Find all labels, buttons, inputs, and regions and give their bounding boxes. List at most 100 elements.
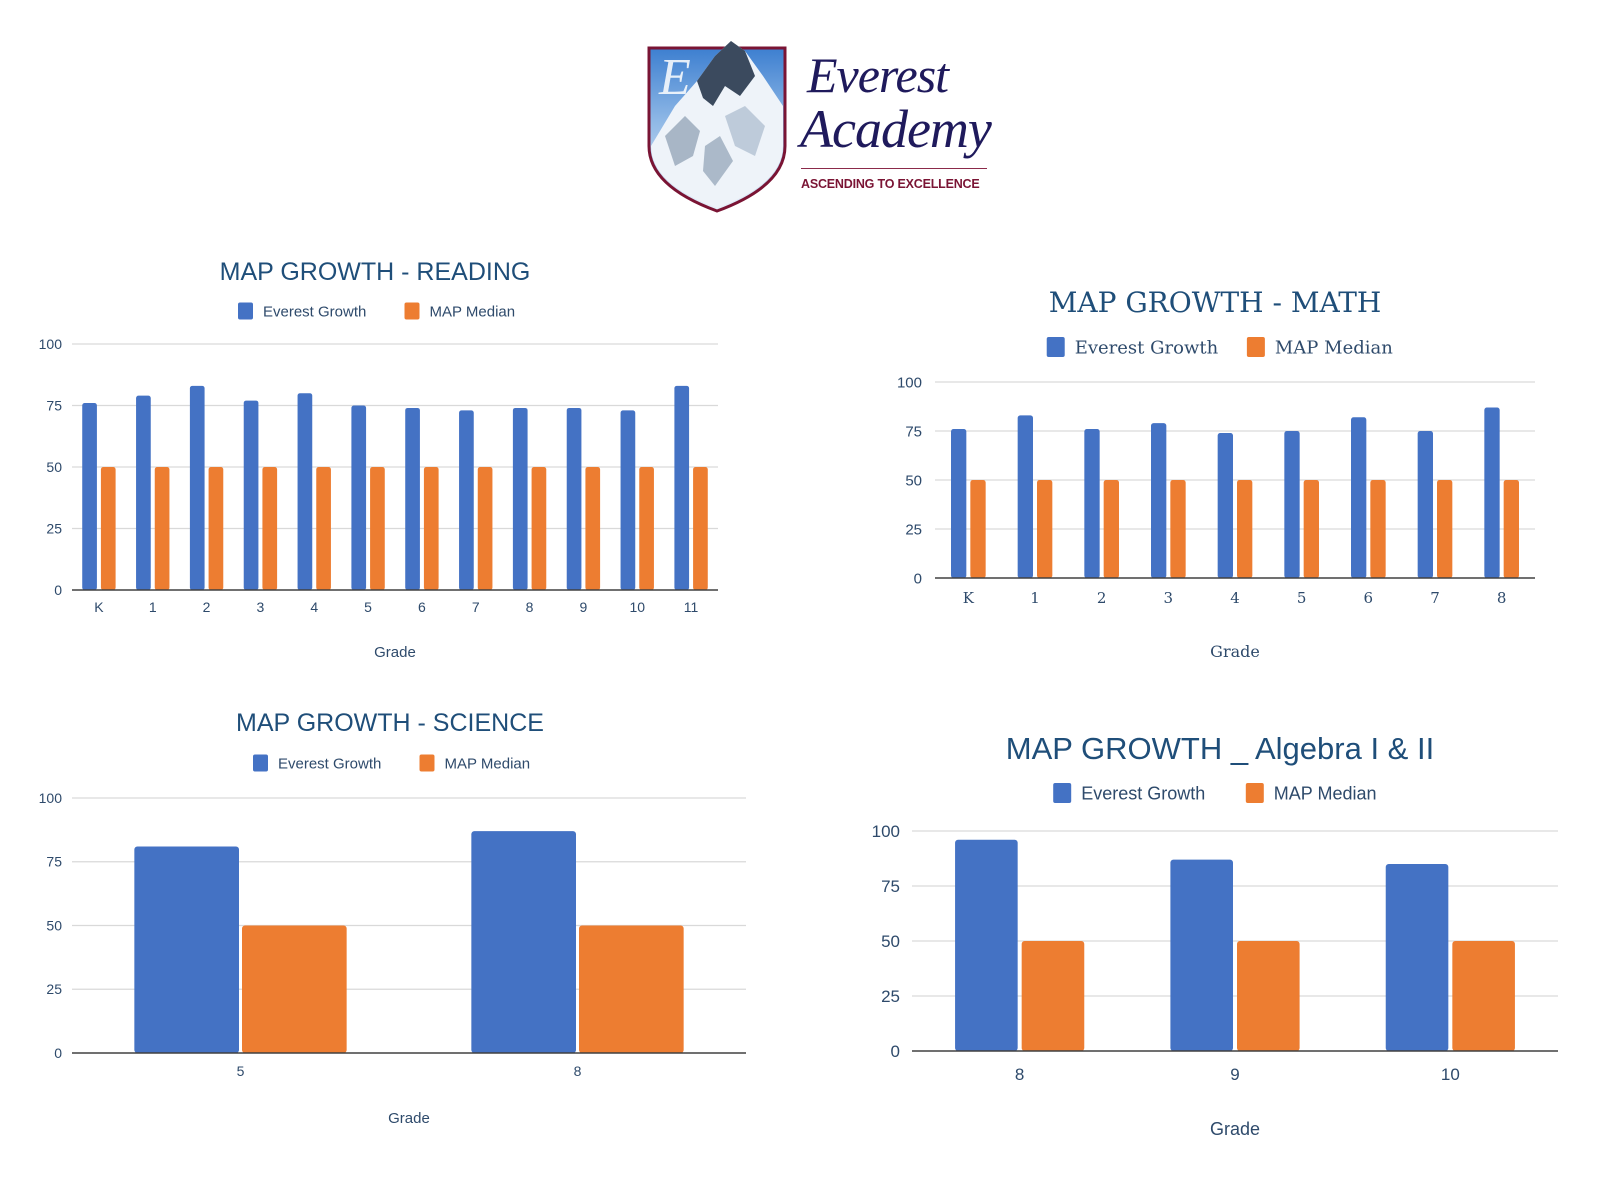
bar-map-median-grade-8: [1503, 480, 1519, 578]
chart-algebra: MAP GROWTH _ Algebra I & II Everest Growt…: [872, 731, 1558, 1139]
x-tick-label: 1: [1030, 589, 1040, 607]
y-tick-label: 0: [914, 570, 922, 587]
chart-reading: MAP GROWTH - READING Everest Growth MAP Me…: [39, 258, 718, 661]
x-tick-label: 2: [203, 599, 211, 615]
bar-everest-growth-grade-K: [82, 403, 97, 590]
y-tick-label: 0: [54, 1045, 62, 1061]
bar-everest-growth-grade-4: [297, 393, 313, 590]
x-tick-label: 10: [1441, 1065, 1460, 1084]
x-tick-label: 10: [629, 599, 645, 615]
y-tick-label: 25: [881, 987, 900, 1006]
y-tick-label: 100: [39, 336, 63, 352]
legend-swatch-everest-growth: [1053, 783, 1072, 803]
bar-map-median-grade-10: [639, 467, 654, 590]
x-tick-label: 2: [1097, 589, 1107, 607]
x-tick-label: 1: [149, 599, 157, 615]
chart-math: MAP GROWTH - MATH Everest Growth MAP Media…: [897, 286, 1535, 661]
x-tick-label: K: [94, 599, 104, 615]
bar-everest-growth-grade-1: [136, 395, 151, 590]
y-tick-label: 75: [881, 877, 900, 896]
x-tick-label: 8: [1497, 589, 1507, 607]
bar-everest-growth-grade-2: [189, 385, 205, 590]
y-tick-label: 50: [905, 472, 922, 489]
x-tick-label: 8: [526, 599, 534, 615]
legend-label: Everest Growth: [1081, 783, 1205, 803]
y-tick-label: 100: [872, 822, 900, 841]
bar-map-median-grade-1: [1037, 480, 1053, 578]
x-axis-title: Grade: [1210, 642, 1260, 661]
bar-everest-growth-grade-6: [405, 407, 420, 590]
y-tick-label: 75: [46, 854, 62, 870]
legend-label: Everest Growth: [263, 303, 366, 320]
bar-everest-growth-grade-8: [955, 839, 1018, 1051]
legend-swatch-everest-growth: [238, 302, 253, 320]
bar-everest-growth-grade-7: [1417, 431, 1433, 578]
x-tick-label: 9: [1230, 1065, 1239, 1084]
school-logo: E Everest Academy ASCENDING TO EXCELLENC…: [645, 36, 1005, 216]
y-tick-label: 50: [46, 459, 62, 475]
bar-map-median-grade-3: [262, 467, 278, 590]
bar-everest-growth-grade-8: [512, 407, 528, 590]
bar-map-median-grade-2: [1103, 480, 1119, 578]
y-tick-label: 0: [54, 582, 62, 598]
legend-swatch-everest-growth: [253, 754, 268, 772]
bar-map-median-grade-7: [1437, 480, 1453, 578]
bar-map-median-grade-9: [585, 467, 601, 590]
bar-map-median-grade-4: [316, 467, 331, 590]
bar-everest-growth-grade-1: [1017, 415, 1033, 578]
bar-everest-growth-grade-8: [1484, 407, 1500, 578]
bar-everest-growth-grade-5: [351, 405, 367, 590]
y-tick-label: 75: [905, 423, 922, 440]
bar-everest-growth-grade-5: [134, 846, 239, 1053]
logo-divider: [801, 168, 987, 169]
x-tick-label: 4: [1230, 589, 1240, 607]
bar-map-median-grade-10: [1452, 941, 1515, 1051]
legend-label: MAP Median: [1274, 783, 1377, 803]
chart-title: MAP GROWTH _ Algebra I & II: [1006, 731, 1434, 766]
x-tick-label: 4: [310, 599, 318, 615]
chart-legend: Everest Growth MAP Median: [253, 754, 530, 772]
legend-label: MAP Median: [430, 303, 516, 320]
x-tick-label: 6: [1364, 589, 1374, 607]
bar-everest-growth-grade-3: [243, 400, 259, 590]
x-tick-label: 5: [237, 1063, 245, 1079]
x-tick-label: 5: [1297, 589, 1307, 607]
y-tick-label: 50: [46, 917, 62, 933]
bar-everest-growth-grade-11: [674, 385, 690, 590]
mountain-shield-icon: E: [647, 41, 787, 213]
bar-everest-growth-grade-10: [1385, 864, 1449, 1051]
svg-text:E: E: [658, 49, 691, 106]
bar-everest-growth-grade-4: [1217, 432, 1233, 578]
bar-map-median-grade-1: [154, 467, 170, 590]
x-axis-title: Grade: [374, 644, 416, 661]
x-tick-label: 8: [1015, 1065, 1024, 1084]
chart-science: MAP GROWTH - SCIENCE Everest Growth MAP Me…: [39, 709, 746, 1127]
bar-everest-growth-grade-8: [471, 831, 576, 1053]
legend-label: MAP Median: [1275, 337, 1393, 358]
bar-everest-growth-grade-7: [459, 410, 474, 590]
bar-everest-growth-grade-10: [620, 410, 636, 590]
bar-everest-growth-grade-2: [1084, 429, 1100, 578]
y-tick-label: 25: [46, 520, 62, 536]
bar-map-median-grade-5: [370, 467, 385, 590]
bar-map-median-grade-2: [208, 467, 224, 590]
x-tick-label: 5: [364, 599, 372, 615]
x-axis-title: Grade: [1210, 1119, 1260, 1139]
y-tick-label: 25: [46, 981, 62, 997]
x-tick-label: 3: [1164, 589, 1174, 607]
x-tick-label: 3: [257, 599, 265, 615]
legend-swatch-map-median: [1245, 783, 1264, 803]
x-axis-title: Grade: [388, 1110, 430, 1127]
bar-map-median-grade-5: [242, 925, 347, 1053]
legend-label: Everest Growth: [278, 755, 381, 772]
x-tick-label: 7: [472, 599, 480, 615]
bar-everest-growth-grade-5: [1284, 431, 1300, 578]
logo-name-academy: Academy: [800, 99, 992, 159]
legend-label: Everest Growth: [1075, 337, 1219, 358]
chart-title: MAP GROWTH - MATH: [1049, 286, 1382, 319]
x-tick-label: 11: [684, 599, 699, 615]
bar-map-median-grade-3: [1170, 480, 1186, 578]
x-tick-label: 7: [1430, 589, 1440, 607]
bar-map-median-grade-K: [100, 467, 116, 590]
